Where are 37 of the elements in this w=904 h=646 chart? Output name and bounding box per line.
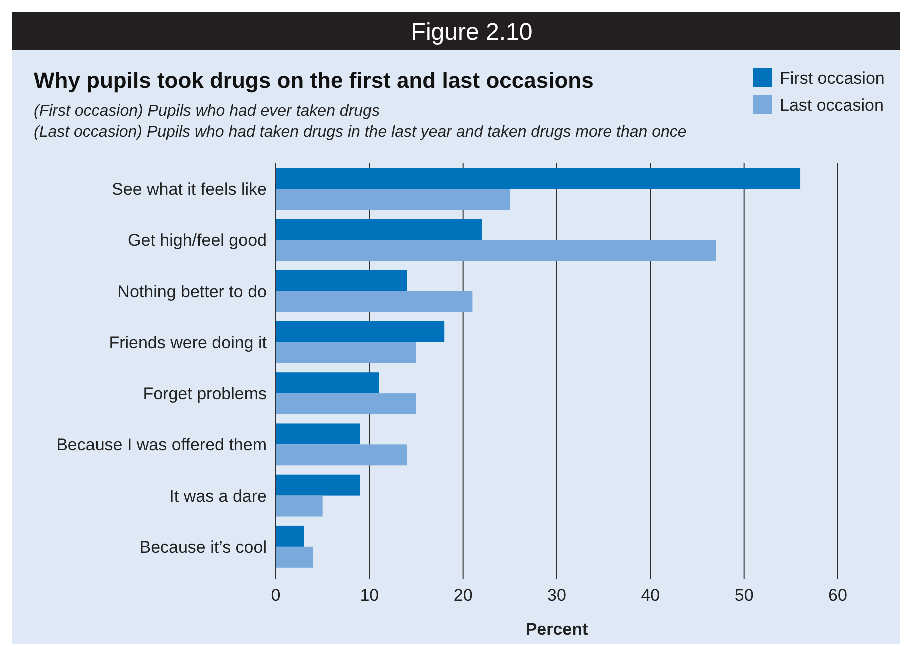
x-tick-label: 40 xyxy=(641,586,660,605)
y-tick-label: Because it’s cool xyxy=(140,538,267,557)
x-tick-label: 30 xyxy=(548,586,566,605)
y-tick-label: Because I was offered them xyxy=(56,436,267,455)
y-tick-label: See what it feels like xyxy=(112,180,267,200)
bar xyxy=(276,526,304,547)
x-tick-label: 60 xyxy=(828,586,848,605)
bar xyxy=(276,496,323,517)
y-tick-label: It was a dare xyxy=(170,486,267,506)
bar xyxy=(276,219,482,240)
x-axis-title: Percent xyxy=(526,620,589,639)
y-tick-label: Friends were doing it xyxy=(109,333,268,352)
x-tick-label: 20 xyxy=(454,586,473,605)
y-tick-label: Forget problems xyxy=(143,384,267,404)
chart-subtitle: (First occasion) Pupils who had ever taken drugs (Last occasion) Pupils who had taken drugs in the last year and taken drugs more than once xyxy=(34,103,687,141)
bar xyxy=(276,291,473,312)
bar xyxy=(276,240,716,262)
y-tick-label: Nothing better to do xyxy=(118,282,267,302)
bar xyxy=(276,342,416,364)
x-tick-label: 0 xyxy=(271,586,281,605)
x-tick-label: 10 xyxy=(360,586,380,605)
x-tick-label: 50 xyxy=(734,586,754,605)
caption: Figure 2.10 xyxy=(411,19,533,46)
bar xyxy=(276,321,445,342)
legend-label: Last occasion xyxy=(780,96,884,115)
bar xyxy=(276,546,314,568)
bar xyxy=(276,424,360,445)
y-tick-label: Get high/feel good xyxy=(128,231,267,250)
bar xyxy=(276,394,416,415)
bar xyxy=(276,168,801,190)
bar xyxy=(276,474,360,496)
legend-label: First occasion xyxy=(780,69,885,88)
bar xyxy=(276,444,408,466)
bar xyxy=(276,270,408,292)
chart-title: Why pupils took drugs on the first and last occasions xyxy=(34,68,594,93)
bar xyxy=(276,372,380,394)
bar xyxy=(276,189,510,210)
